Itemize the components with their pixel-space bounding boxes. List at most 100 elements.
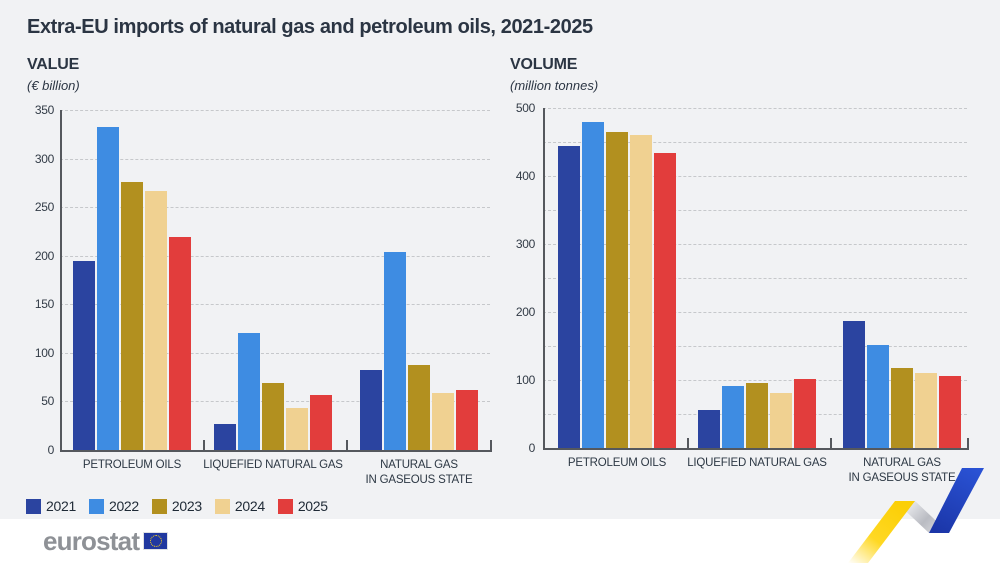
y-axis-line [60, 110, 62, 450]
legend-item: 2021 [26, 498, 76, 514]
gridline [543, 142, 967, 143]
y-tick-label: 100 [34, 345, 54, 360]
legend-swatch-2024 [214, 498, 230, 514]
volume-chart-heading: VOLUME [510, 56, 578, 73]
bar-2023 [891, 367, 913, 448]
category-label: PETROLEUM OILS [567, 457, 667, 469]
eurostat-wordmark: eurostat [43, 526, 140, 556]
legend-swatch-2022 [88, 498, 104, 514]
legend: 2021 2022 2023 2024 2025 [26, 498, 328, 514]
volume-chart-unit: (million tonnes) [510, 78, 599, 93]
x-axis-tick [967, 438, 969, 448]
bar-2021 [558, 146, 580, 448]
x-axis-line [60, 450, 492, 452]
y-tick-label: 400 [515, 169, 535, 183]
legend-item: 2025 [277, 498, 328, 514]
gridline [60, 304, 490, 306]
bar-2025 [654, 152, 676, 448]
bar-2024 [630, 134, 652, 448]
legend-item: 2022 [88, 498, 139, 514]
y-tick-label: 250 [34, 200, 54, 215]
bar-2023 [121, 181, 143, 450]
bar-2021 [214, 423, 236, 450]
bar-2024 [770, 392, 792, 448]
bar-2023 [606, 131, 628, 448]
gridline [60, 255, 490, 257]
bar-2022 [582, 122, 604, 448]
gridline [543, 176, 967, 177]
y-tick-label: 200 [515, 305, 535, 319]
value-chart-heading: VALUE [27, 56, 80, 73]
category-label: PETROLEUM OILS [82, 459, 182, 471]
legend-label: 2025 [297, 498, 328, 514]
gridline [60, 158, 490, 160]
y-tick-label: 300 [515, 237, 535, 251]
gridline [60, 207, 490, 209]
y-tick-label: 150 [34, 297, 54, 312]
bar-2022 [97, 126, 119, 450]
bar-2025 [310, 394, 332, 450]
y-axis-line [543, 108, 545, 448]
y-tick-label: 100 [515, 373, 535, 387]
x-axis-tick [829, 438, 832, 448]
gridline [543, 108, 967, 109]
bar-2023 [408, 365, 430, 450]
x-axis-line [543, 448, 969, 450]
legend-label: 2021 [46, 498, 76, 514]
x-axis-tick [202, 440, 205, 450]
x-axis-tick [687, 438, 689, 448]
bar-2023 [746, 383, 768, 448]
bar-2024 [432, 392, 454, 450]
bar-2021 [843, 320, 865, 448]
gridline [543, 312, 967, 313]
category-label: NATURAL GAS IN GASEOUS STATE [848, 457, 956, 484]
bar-2022 [384, 251, 406, 450]
legend-label: 2023 [171, 498, 202, 514]
bar-2021 [73, 260, 95, 450]
legend-swatch-2025 [277, 498, 293, 514]
bar-2021 [360, 370, 382, 450]
bar-2024 [145, 190, 167, 450]
legend-label: 2024 [234, 498, 265, 514]
category-label: LIQUEFIED NATURAL GAS [687, 457, 827, 469]
bar-2022 [238, 333, 260, 450]
y-tick-label: 300 [34, 151, 54, 166]
page-title: Extra-EU imports of natural gas and petr… [27, 16, 593, 38]
bar-2022 [867, 345, 889, 448]
gridline [543, 244, 967, 245]
y-tick-label: 350 [34, 103, 54, 117]
legend-swatch-2021 [26, 498, 41, 514]
y-tick-label: 50 [41, 394, 54, 409]
gridline [543, 210, 967, 211]
y-tick-label: 0 [47, 443, 55, 457]
gridline [60, 110, 490, 111]
x-axis-tick [346, 440, 348, 450]
eurostat-logo: eurostat [43, 526, 169, 556]
bar-2025 [169, 237, 191, 450]
legend-swatch-2023 [151, 498, 167, 514]
gridline [543, 380, 967, 381]
bar-2025 [939, 375, 961, 448]
brand-ribbon-icon [848, 468, 984, 563]
legend-item: 2023 [151, 498, 202, 514]
legend-label: 2022 [108, 498, 139, 514]
bar-2025 [794, 379, 816, 448]
bar-2024 [286, 408, 308, 450]
gridline [60, 352, 490, 354]
bar-2022 [722, 386, 744, 448]
legend-item: 2024 [214, 498, 265, 514]
bar-2023 [262, 382, 284, 450]
gridline [543, 346, 967, 347]
bar-2021 [698, 409, 720, 448]
y-tick-label: 0 [528, 441, 536, 455]
value-chart-unit: (€ billion) [27, 78, 80, 93]
category-label: LIQUEFIED NATURAL GAS [203, 459, 343, 471]
y-tick-label: 200 [34, 248, 54, 263]
category-label: NATURAL GAS IN GASEOUS STATE [365, 459, 473, 486]
bar-2025 [456, 389, 478, 450]
gridline [543, 278, 967, 279]
x-axis-tick [490, 440, 492, 450]
